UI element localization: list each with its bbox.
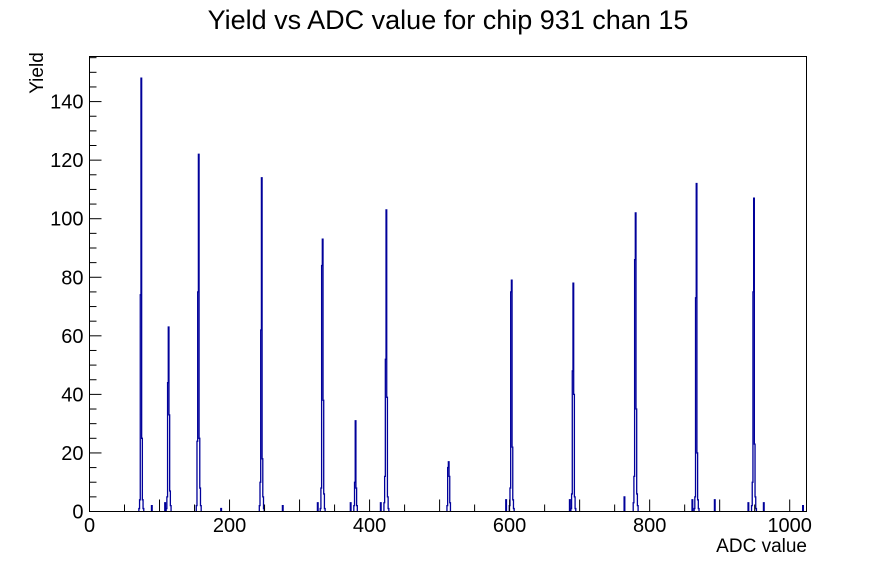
x-tick-label: 400 <box>353 515 386 537</box>
y-tick-label: 140 <box>50 92 83 114</box>
y-tick-label: 120 <box>50 150 83 172</box>
x-tick-label: 200 <box>213 515 246 537</box>
chart-title: Yield vs ADC value for chip 931 chan 15 <box>207 5 689 35</box>
x-tick-label: 0 <box>84 515 95 537</box>
y-tick-label: 20 <box>61 443 83 465</box>
y-tick-label: 100 <box>50 209 83 231</box>
x-tick-label: 1000 <box>767 515 812 537</box>
y-tick-label: 40 <box>61 384 83 406</box>
histogram-line <box>138 77 804 512</box>
y-tick-label: 80 <box>61 267 83 289</box>
y-tick-label: 60 <box>61 326 83 348</box>
x-tick-label: 800 <box>633 515 666 537</box>
plot-frame <box>89 56 807 512</box>
x-tick-label: 600 <box>493 515 526 537</box>
y-tick-label: 0 <box>72 502 83 524</box>
x-axis-title: ADC value <box>716 536 807 557</box>
